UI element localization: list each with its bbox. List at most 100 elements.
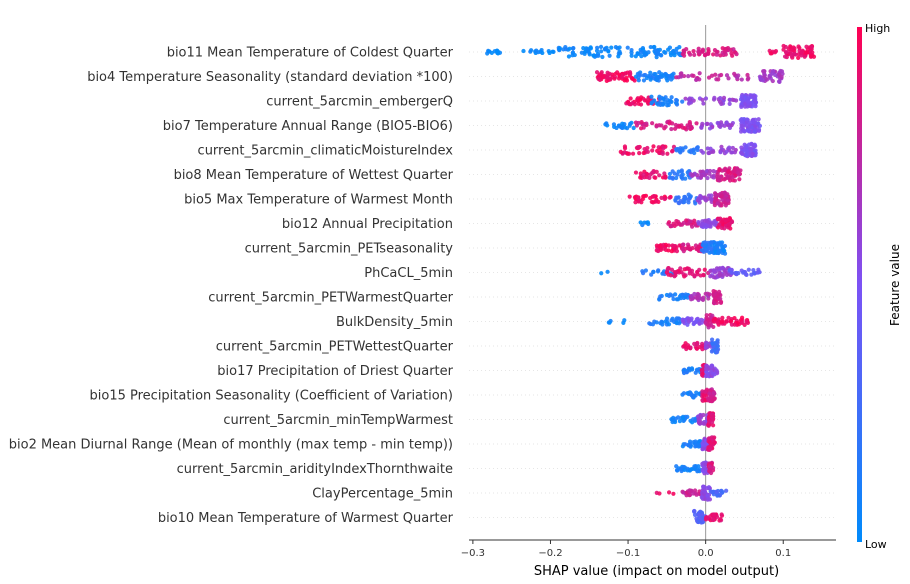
shap-point — [663, 175, 668, 180]
shap-point — [782, 54, 788, 59]
shap-point — [713, 193, 718, 198]
shap-point — [641, 73, 646, 78]
shap-point — [698, 169, 703, 174]
shap-point — [686, 318, 691, 323]
shap-point — [711, 175, 716, 180]
shap-point — [704, 345, 709, 350]
shap-point — [665, 151, 670, 156]
shap-point — [661, 146, 666, 151]
shap-point — [712, 435, 717, 440]
shap-point — [697, 50, 702, 55]
shap-point — [777, 72, 782, 77]
shap-point — [809, 54, 814, 59]
shap-point — [708, 274, 713, 279]
shap-point — [708, 489, 713, 494]
shap-point — [689, 268, 695, 273]
shap-point — [711, 268, 716, 274]
shap-point — [739, 94, 744, 100]
shap-point — [729, 123, 734, 128]
shap-point — [654, 320, 659, 325]
shap-point — [647, 175, 652, 181]
shap-point — [746, 95, 751, 100]
shap-point — [587, 52, 592, 57]
shap-point — [700, 371, 706, 376]
shap-point — [702, 267, 707, 272]
shap-point — [597, 77, 603, 82]
shap-point — [680, 99, 685, 104]
shap-point — [645, 100, 650, 105]
shap-point — [668, 273, 673, 278]
shap-point — [630, 151, 636, 156]
shap-point — [598, 44, 604, 49]
shap-point — [583, 49, 588, 54]
shap-point — [725, 198, 731, 203]
shap-point — [692, 509, 697, 514]
shap-point — [702, 421, 707, 426]
shap-point — [709, 364, 714, 369]
shap-point — [751, 267, 756, 273]
shap-point — [638, 126, 644, 131]
shap-point — [693, 439, 698, 444]
shap-point — [585, 46, 590, 51]
shap-point — [695, 341, 700, 347]
shap-point — [645, 145, 650, 151]
shap-point — [699, 495, 704, 500]
shap-point — [622, 318, 627, 323]
shap-point — [707, 171, 712, 176]
shap-point — [725, 174, 731, 179]
colorbar-high-label: High — [865, 22, 890, 35]
shap-point — [703, 462, 708, 467]
shap-point — [649, 199, 654, 204]
shap-point — [802, 54, 807, 59]
shap-point — [677, 45, 682, 50]
shap-point — [620, 121, 625, 126]
shap-point — [723, 218, 728, 223]
shap-point — [618, 149, 623, 154]
shap-point — [711, 391, 717, 396]
shap-point — [718, 300, 724, 305]
shap-point — [730, 178, 736, 183]
shap-point — [703, 397, 708, 403]
feature-label: current_5arcmin_minTempWarmest — [223, 413, 453, 428]
shap-point — [719, 72, 724, 78]
shap-point — [691, 73, 696, 78]
shap-point — [677, 124, 682, 129]
shap-point — [693, 201, 698, 206]
shap-point — [674, 320, 679, 326]
shap-point — [720, 265, 725, 270]
shap-point — [697, 71, 702, 76]
shap-point — [668, 53, 674, 58]
shap-point — [691, 491, 696, 496]
shap-point — [728, 319, 734, 324]
shap-point — [682, 343, 687, 348]
shap-point — [674, 75, 679, 80]
shap-point — [715, 241, 720, 246]
shap-point — [691, 417, 696, 422]
shap-point — [698, 413, 703, 419]
shap-point — [696, 464, 701, 469]
shap-point — [683, 442, 688, 447]
shap-point — [690, 172, 695, 178]
shap-point — [707, 419, 712, 424]
shap-point — [714, 489, 719, 495]
shap-point — [654, 101, 659, 106]
shap-point — [724, 488, 729, 493]
shap-point — [641, 78, 647, 83]
shap-point — [758, 75, 763, 81]
shap-point — [672, 53, 677, 58]
shap-point — [742, 128, 747, 134]
shap-point — [670, 49, 676, 54]
shap-point — [695, 469, 700, 474]
shap-point — [682, 126, 687, 131]
shap-point — [667, 121, 672, 126]
shap-point — [738, 150, 744, 155]
shap-point — [688, 124, 694, 129]
shap-point — [666, 322, 672, 327]
shap-point — [703, 247, 709, 252]
shap-point — [726, 169, 731, 174]
shap-point — [694, 246, 699, 252]
shap-point — [731, 47, 736, 52]
shap-point — [700, 297, 705, 302]
shap-point — [781, 43, 786, 49]
shap-point — [666, 102, 671, 108]
